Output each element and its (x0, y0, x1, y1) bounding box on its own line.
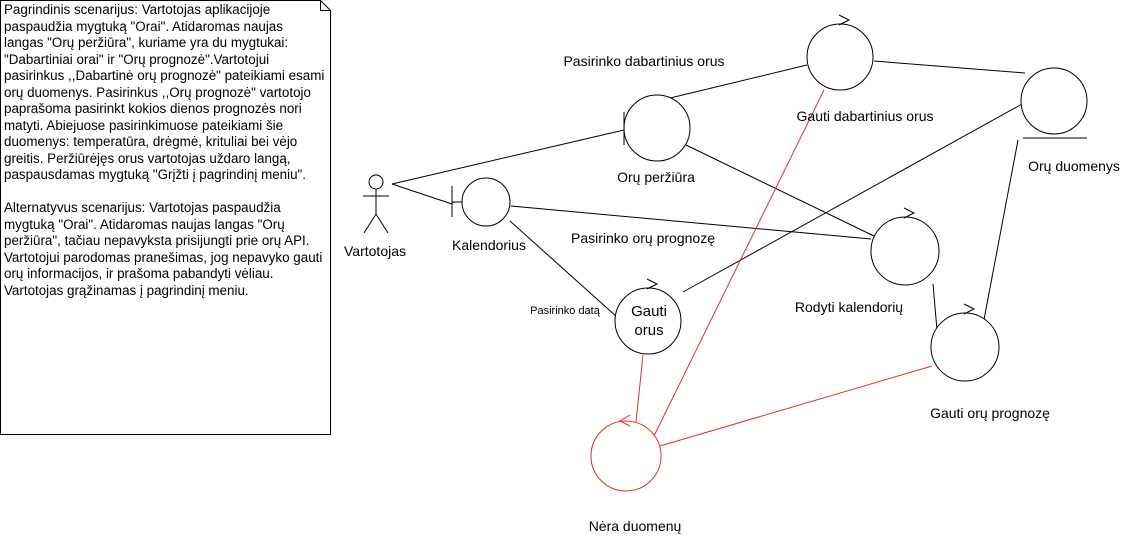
entity-oru-duomenys (1020, 67, 1088, 139)
control-gauti-orus (614, 278, 682, 355)
edge-oru-perziura-rodyti-kalendoriu (685, 144, 877, 238)
edge-gauti-orus-nera-duomenu (635, 354, 644, 423)
gauti-dabartinius-label: Gauti dabartinius orus (796, 108, 934, 124)
edge-actor-kalendorius (391, 183, 453, 205)
edge-rodyti-kalendoriu-gauti-prognoze (932, 283, 938, 331)
edge-label-pasirinko-dabartinius: Pasirinko dabartinius orus (563, 53, 725, 69)
control-gauti-dabartinius (806, 14, 874, 91)
nera-duomenu-label: Nėra duomenų (588, 518, 682, 534)
edge-kalendorius-rodyti-kalendoriu (510, 205, 872, 240)
oru-duomenys-label: Orų duomenys (1028, 158, 1120, 174)
edge-gauti-prognoze-nera-duomenu (659, 365, 933, 447)
rodyti-kalendoriu-label: Rodyti kalendorių (794, 299, 904, 315)
control-rodyti-kalendoriu (870, 207, 940, 286)
edge-label-pasirinko-data: Pasirinko datą (530, 305, 600, 317)
gauti-prognoze-label: Gauti orų prognozę (930, 405, 1050, 421)
scenario-note (0, 0, 331, 435)
edge-actor-oru-perziura (391, 129, 625, 185)
scenario-note-text: Pagrindinis scenarijus: Vartotojas aplik… (4, 2, 325, 298)
boundary-oru-perziura (623, 94, 691, 162)
edge-oru-perziura-gauti-dabartinius (665, 64, 808, 100)
edge-label-pasirinko-prognoze: Pasirinko orų prognozę (571, 230, 715, 246)
actor-vartotojas (363, 174, 389, 234)
control-nera-duomenu (590, 414, 662, 492)
edge-gauti-orus-oru-duomenys (682, 103, 1023, 293)
edge-gauti-dabartinius-nera-duomenu (651, 89, 825, 441)
control-gauti-prognoze (930, 303, 1000, 382)
edge-gauti-prognoze-oru-duomenys (982, 139, 1019, 326)
edge-gauti-dabartinius-oru-duomenys (873, 60, 1026, 74)
oru-perziura-label: Orų peržiūra (617, 169, 695, 185)
gauti-orus-label: Gauti orus (631, 303, 667, 339)
actor-label: Vartotojas (344, 243, 406, 259)
boundary-kalendorius (451, 177, 511, 227)
kalendorius-label: Kalendorius (452, 237, 526, 253)
edge-kalendorius-gauti-orus (509, 220, 618, 318)
